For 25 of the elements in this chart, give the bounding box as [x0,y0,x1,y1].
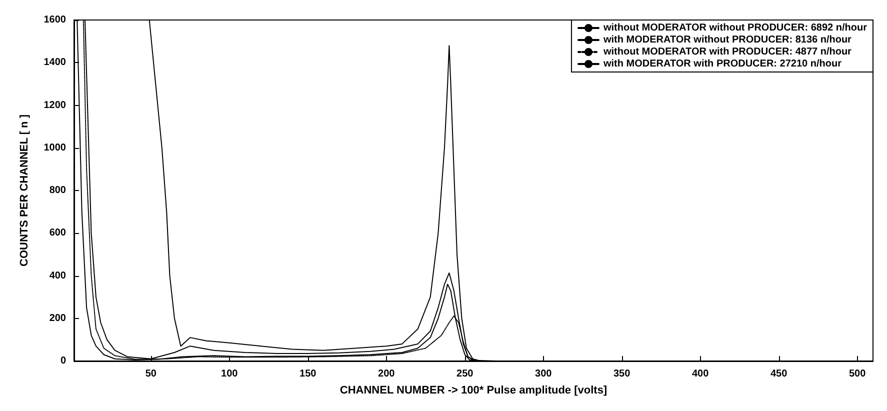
x-tick-label: 200 [378,368,396,380]
x-tick-label: 350 [613,368,631,380]
x-tick-label: 250 [456,368,474,380]
x-tick-label: 400 [692,368,710,380]
x-axis-title: CHANNEL NUMBER -> 100* Pulse amplitude [volts] [340,384,608,396]
y-tick-label: 1600 [44,14,66,26]
legend-label: with MODERATOR with PRODUCER: 27210 n/hour [602,58,842,70]
y-tick-label: 0 [60,356,66,366]
legend-label: with MODERATOR without PRODUCER: 8136 n/hour [602,34,852,46]
y-tick-label: 200 [49,312,66,324]
x-tick-label: 450 [770,368,788,380]
x-tick-label: 100 [221,368,238,380]
x-tick-label: 50 [145,368,157,380]
x-tick-label: 150 [300,368,317,380]
y-axis-title: COUNTS PER CHANNEL [ n ] [18,114,30,266]
x-tick-label: 300 [535,368,552,380]
y-tick-label: 1400 [44,57,66,68]
legend-label: without MODERATOR without PRODUCER: 6892 n/hour [602,22,868,34]
y-tick-label: 1000 [44,142,66,154]
y-tick-label: 800 [49,185,66,196]
y-tick-label: 400 [49,270,66,282]
x-tick-label: 500 [848,368,866,380]
y-tick-label: 1200 [44,100,66,111]
legend-label: without MODERATOR with PRODUCER: 4877 n/hour [602,46,852,58]
y-tick-label: 600 [49,228,66,239]
